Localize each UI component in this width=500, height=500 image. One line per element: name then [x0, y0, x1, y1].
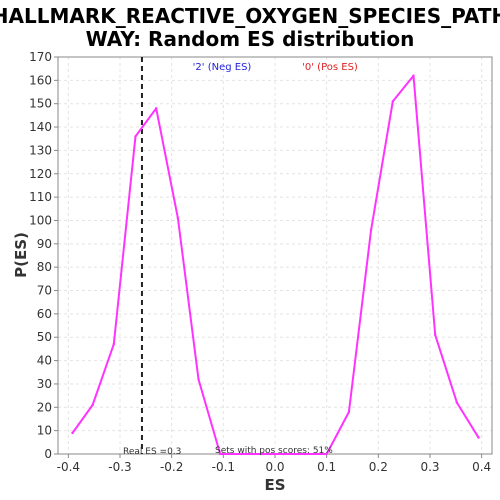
y-tick-label: 100: [29, 213, 52, 227]
chart-title-line-2: WAY: Random ES distribution: [86, 27, 415, 51]
series-point: [433, 333, 437, 337]
series-point: [391, 100, 394, 103]
y-tick-label: 70: [37, 284, 52, 298]
y-tick-label: 170: [29, 50, 52, 64]
x-tick-label: -0.2: [160, 460, 183, 474]
series-point: [261, 452, 264, 456]
series-point: [71, 431, 74, 435]
y-tick-label: 40: [37, 354, 52, 368]
series-point: [197, 378, 200, 381]
x-axis-label: ES: [264, 476, 285, 494]
y-tick-label: 0: [44, 447, 52, 461]
y-tick-label: 130: [29, 143, 52, 157]
series-point: [240, 452, 243, 456]
series-point: [154, 107, 158, 110]
series-point: [134, 135, 137, 138]
x-axis-ticks: -0.4 -0.3 -0.2 -0.1 0.0 0.1 0.2 0.3 0.4: [57, 454, 491, 474]
x-tick-label: 0.4: [472, 460, 491, 474]
y-axis-label: P(ES): [12, 232, 30, 278]
y-tick-label: 150: [29, 97, 52, 111]
y-tick-label: 30: [37, 377, 52, 391]
x-tick-label: -0.3: [108, 460, 131, 474]
y-tick-label: 120: [29, 167, 52, 181]
y-tick-label: 110: [29, 190, 52, 204]
real-es-annotation: Real ES =0.3: [123, 447, 181, 457]
series-point: [325, 452, 328, 456]
series-points: [71, 74, 480, 456]
y-tick-label: 160: [29, 73, 52, 87]
x-tick-label: -0.1: [212, 460, 235, 474]
x-tick-label: -0.4: [57, 460, 80, 474]
es-distribution-series: [71, 74, 480, 455]
pos-scores-annotation: Sets with pos scores: 51%: [215, 446, 333, 456]
series-point: [282, 452, 285, 456]
series-point: [455, 401, 459, 404]
x-tick-label: 0.2: [369, 460, 388, 474]
x-tick-label: 0.3: [420, 460, 439, 474]
y-axis-ticks: 0 10 20 30 40 50 60 70 80 90 100 110 120 130 140 150 160…: [29, 50, 58, 461]
x-tick-label: 0.1: [317, 460, 336, 474]
grid-lines: [58, 57, 492, 454]
legend-pos-es: '0' (Pos ES): [302, 62, 358, 73]
legend-neg-es: '2' (Neg ES): [193, 62, 252, 73]
y-tick-label: 80: [37, 260, 52, 274]
series-point: [303, 452, 307, 456]
series-point: [369, 228, 373, 232]
series-point: [91, 403, 94, 407]
series-point: [412, 74, 415, 77]
y-tick-label: 20: [37, 400, 52, 414]
y-tick-label: 50: [37, 330, 52, 344]
series-point: [477, 436, 480, 439]
y-tick-label: 60: [37, 307, 52, 321]
y-tick-label: 10: [37, 424, 52, 438]
series-point: [176, 216, 180, 220]
y-tick-label: 140: [29, 120, 52, 134]
chart-title-line-1: HALLMARK_REACTIVE_OXYGEN_SPECIES_PATH: [0, 4, 500, 28]
x-tick-label: 0.0: [265, 460, 284, 474]
series-point: [219, 452, 222, 456]
series-point: [347, 410, 351, 414]
series-point: [112, 343, 116, 346]
y-tick-label: 90: [37, 237, 52, 251]
